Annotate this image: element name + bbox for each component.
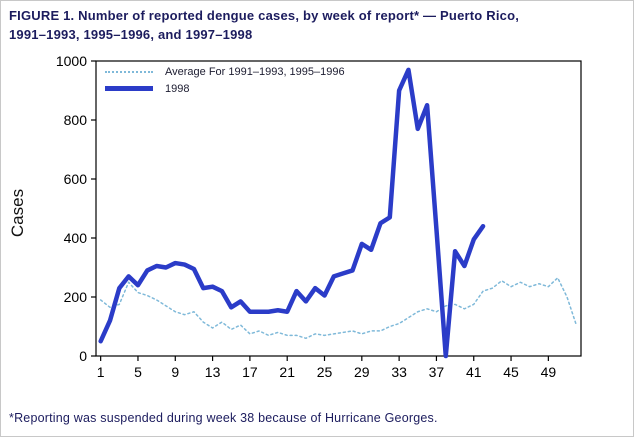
y-axis-label: Cases xyxy=(8,188,27,238)
y-tick-label: 0 xyxy=(79,348,87,364)
chart-legend: Average For 1991–1993, 1995–1996 1998 xyxy=(105,65,345,95)
legend-label-1998: 1998 xyxy=(165,82,190,95)
x-tick-label: 49 xyxy=(541,364,557,380)
plot-border xyxy=(95,60,582,357)
figure-footnote: *Reporting was suspended during week 38 … xyxy=(9,411,438,425)
legend-swatch-1998-line xyxy=(105,86,153,91)
y-tick-label: 800 xyxy=(64,112,88,128)
y-tick-label: 400 xyxy=(64,230,88,246)
legend-item-average: Average For 1991–1993, 1995–1996 xyxy=(105,65,345,78)
legend-label-average: Average For 1991–1993, 1995–1996 xyxy=(165,65,345,78)
x-tick-label: 37 xyxy=(429,364,445,380)
x-tick-label: 29 xyxy=(354,364,370,380)
x-tick-label: 5 xyxy=(134,364,142,380)
legend-swatch-average-line xyxy=(105,70,153,73)
x-tick-label: 1 xyxy=(97,364,105,380)
legend-item-1998: 1998 xyxy=(105,82,345,95)
plot-canvas: 1 5 9 13 17 21 25 29 33 37 41 45 49 0 200 400 600 800 1000 xyxy=(56,53,582,380)
figure-title-line1: FIGURE 1. Number of reported dengue case… xyxy=(9,8,520,23)
x-tick-label: 17 xyxy=(242,364,258,380)
figure-title-line2: 1991–1993, 1995–1996, and 1997–1998 xyxy=(9,26,253,42)
dengue-line-chart: 1 5 9 13 17 21 25 29 33 37 41 45 49 0 200 400 600 800 1000… xyxy=(1,53,633,436)
x-tick-label: 9 xyxy=(171,364,179,380)
series-line-average xyxy=(99,277,578,340)
x-axis-label: Week xyxy=(96,435,581,436)
y-tick-label: 600 xyxy=(64,171,88,187)
x-tick-label: 41 xyxy=(466,364,482,380)
series-line-1998 xyxy=(98,67,486,359)
x-tick-label: 13 xyxy=(205,364,221,380)
x-tick-label: 25 xyxy=(317,364,333,380)
y-tick-label: 200 xyxy=(64,289,88,305)
y-tick-label: 1000 xyxy=(56,53,87,69)
x-tick-label: 45 xyxy=(503,364,519,380)
figure-title: FIGURE 1. Number of reported dengue case… xyxy=(9,7,625,45)
x-tick-label: 33 xyxy=(391,364,407,380)
x-tick-label: 21 xyxy=(279,364,295,380)
